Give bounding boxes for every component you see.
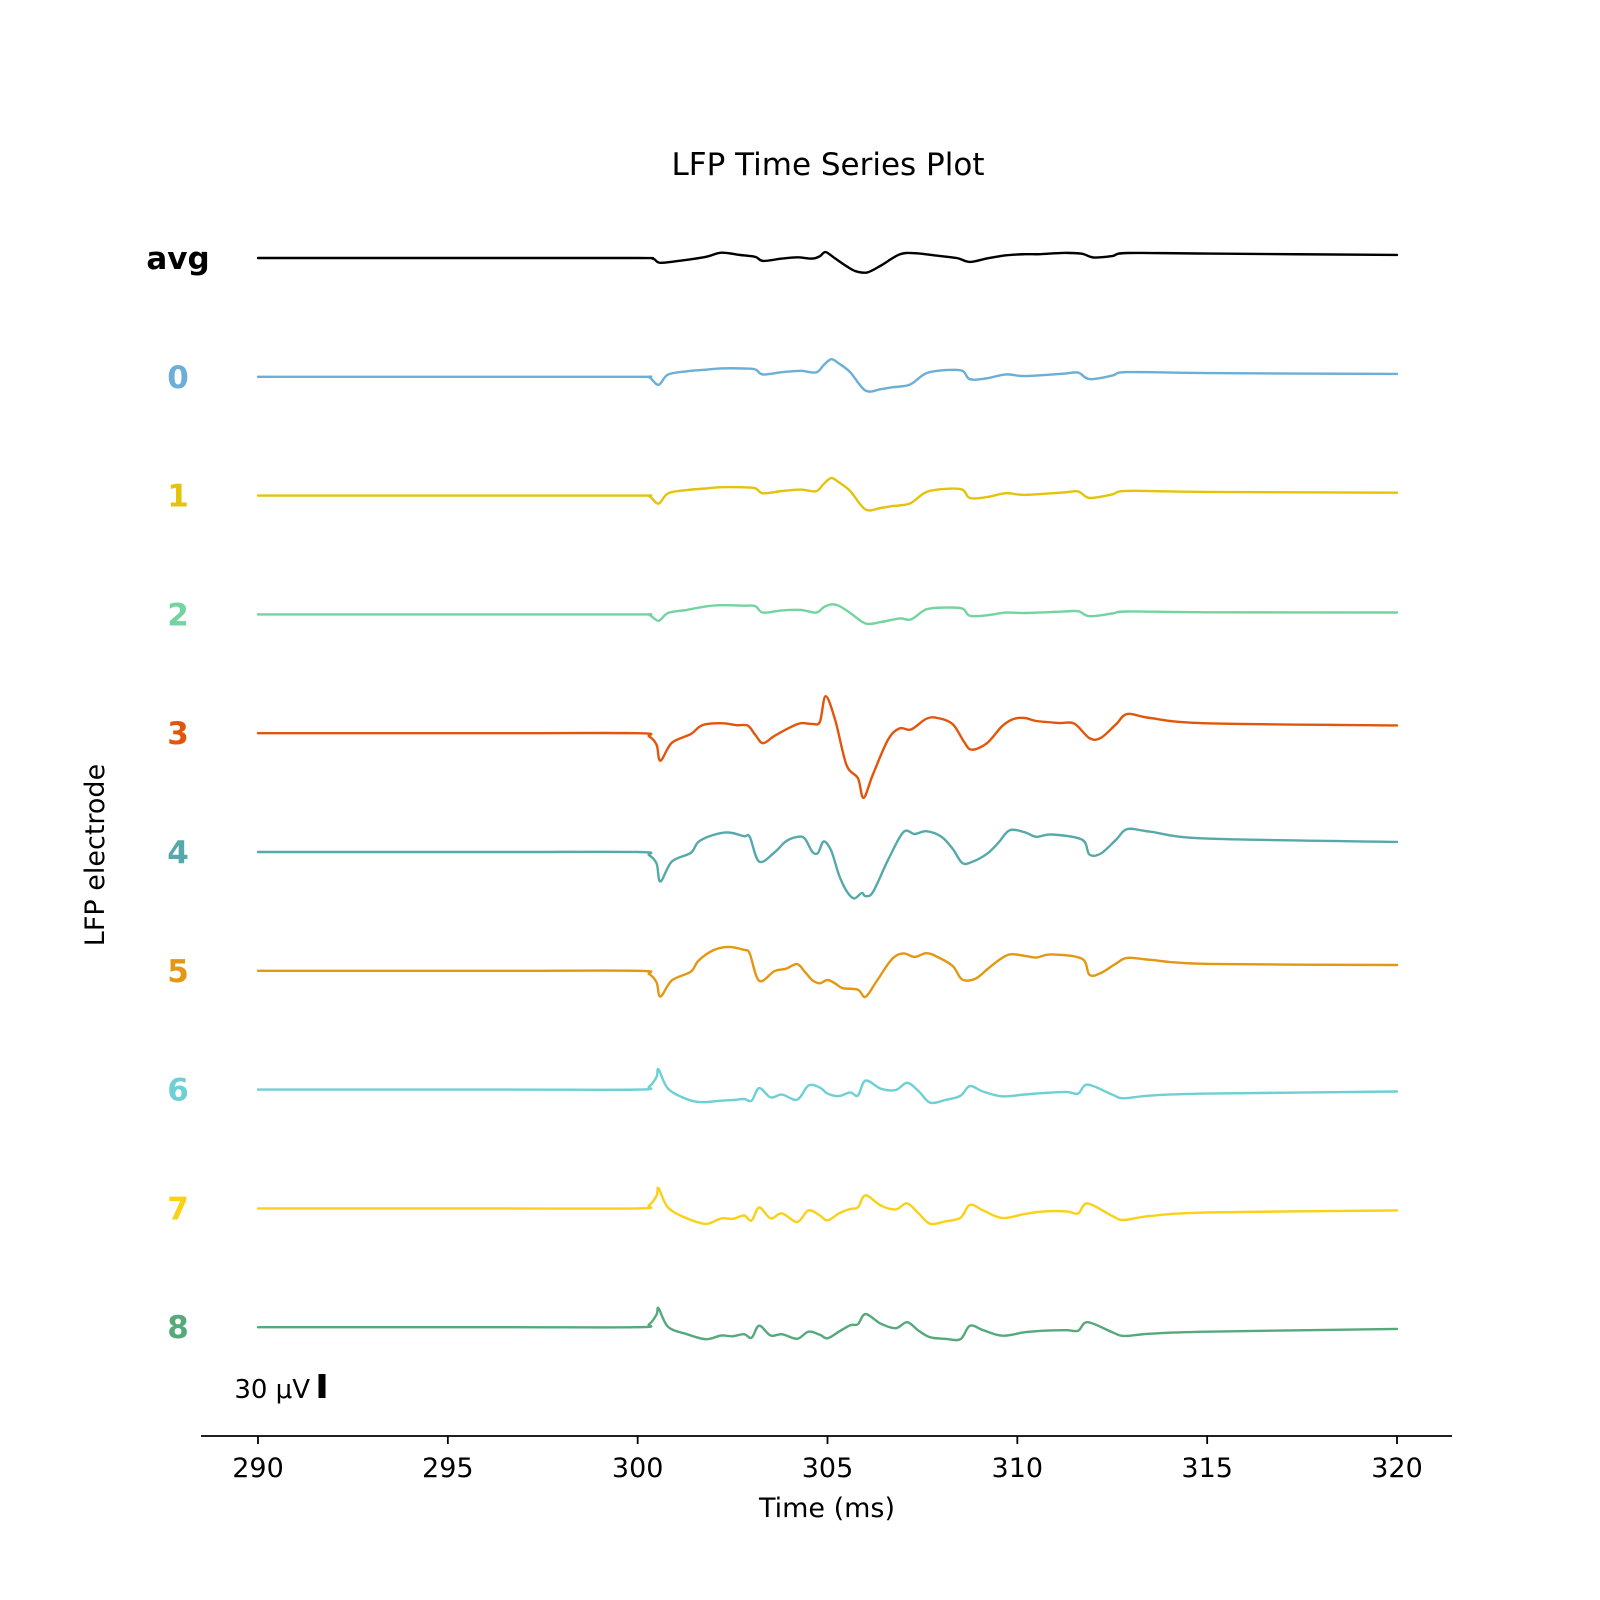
trace-3: [256, 695, 1399, 800]
channel-label-2: 2: [167, 597, 189, 633]
channel-label-avg: avg: [146, 241, 209, 277]
channel-label-3: 3: [167, 716, 189, 752]
trace-8: [256, 1306, 1399, 1342]
channel-label-8: 8: [167, 1310, 189, 1346]
x-tick-label: 310: [992, 1453, 1044, 1484]
channel-label-1: 1: [167, 479, 189, 515]
x-axis-ticks: 290 295 300 305 310 315 320: [232, 1436, 1423, 1484]
channel-label-6: 6: [167, 1073, 189, 1109]
scale-bar-label: 30 μV: [234, 1375, 310, 1405]
chart-title: LFP Time Series Plot: [672, 147, 985, 183]
trace-0: [256, 358, 1399, 393]
x-tick-label: 295: [422, 1453, 474, 1484]
channel-label-4: 4: [167, 835, 189, 871]
trace-4: [256, 827, 1399, 900]
trace-2: [256, 603, 1399, 626]
x-tick-label: 315: [1181, 1453, 1233, 1484]
x-axis-label: Time (ms): [758, 1493, 895, 1524]
channel-labels: avg 0 1 2 3 4 5 6 7 8: [146, 241, 209, 1346]
x-tick-label: 320: [1371, 1453, 1423, 1484]
y-axis-label: LFP electrode: [80, 764, 111, 946]
traces: [256, 250, 1399, 1342]
channel-label-7: 7: [167, 1191, 189, 1227]
channel-label-5: 5: [167, 954, 189, 990]
trace-6: [256, 1067, 1399, 1105]
trace-7: [256, 1186, 1399, 1226]
trace-5: [256, 945, 1399, 999]
channel-label-0: 0: [167, 360, 189, 396]
trace-avg: [256, 250, 1399, 274]
x-tick-label: 290: [232, 1453, 284, 1484]
trace-1: [256, 476, 1399, 512]
x-tick-label: 300: [612, 1453, 664, 1484]
x-tick-label: 305: [802, 1453, 854, 1484]
